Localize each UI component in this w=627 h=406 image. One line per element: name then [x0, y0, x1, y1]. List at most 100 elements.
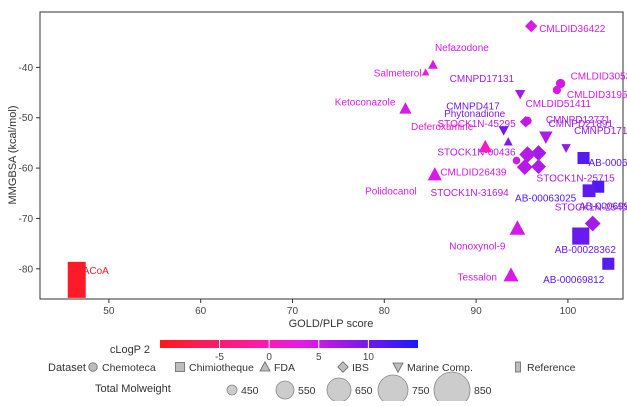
point-label: STOCK1N-31694 — [431, 188, 510, 199]
axis-ticks: 50 60 70 80 90 100 -40 -50 -60 -70 -80 — [19, 63, 577, 317]
dataset-legend-label: FDA — [274, 362, 295, 374]
size-legend-label: 650 — [355, 385, 373, 397]
colorbar-tick-label: 10 — [363, 352, 375, 363]
dataset-legend-item: Reference — [515, 361, 576, 374]
size-legend-circle — [377, 374, 409, 406]
data-point — [516, 159, 533, 175]
data-point — [531, 159, 546, 175]
data-point — [561, 144, 571, 153]
size-legend-circle — [226, 384, 238, 396]
dataset-legend-label: IBS — [352, 362, 369, 374]
y-tick-label: -60 — [19, 164, 34, 175]
x-tick-label: 60 — [195, 306, 207, 317]
size-legend-item: 650 — [326, 377, 373, 403]
dataset-legend-item: FDA — [259, 360, 295, 374]
point-label: STOCK1N-25715 — [537, 174, 616, 185]
point-label: Nefazodone — [435, 43, 489, 54]
size-legend-label: 750 — [412, 385, 430, 397]
point-label: CMLDID26439 — [440, 168, 507, 179]
legend-marker — [337, 361, 349, 373]
size-legend-circle — [275, 380, 295, 400]
size-legend-item: 550 — [275, 380, 316, 400]
size-legend-circle — [326, 377, 352, 403]
size-legend-circle — [433, 371, 471, 406]
size-legend-item: 750 — [377, 374, 430, 406]
data-point — [498, 126, 509, 136]
data-point — [519, 146, 536, 163]
data-point — [427, 167, 442, 181]
data-point — [524, 19, 538, 33]
colorbar-tick-label: 5 — [316, 352, 322, 363]
data-point — [399, 102, 412, 114]
dataset-legend-item: Marine Comp. — [392, 362, 473, 374]
data-point — [478, 139, 492, 153]
point-label: CMNPD12771 — [546, 115, 611, 126]
point-label: AB-00028362 — [555, 245, 617, 256]
size-legend-title: Total Molweight — [95, 383, 171, 395]
y-tick-label: -70 — [19, 214, 34, 225]
dataset-legend-label: Marine Comp. — [407, 362, 473, 374]
point-label: Nonoxynol-9 — [449, 242, 506, 253]
dataset-legend: Chemoteca Chimiotheque FDA IBS Marine Comp. R… — [88, 360, 576, 374]
data-point — [577, 151, 590, 165]
point-label: CMLDID36422 — [539, 24, 606, 35]
data-point — [421, 68, 430, 76]
legend-reference-marker — [515, 361, 521, 373]
point-label: AB-00069812 — [543, 275, 605, 286]
x-tick-label: 90 — [471, 306, 483, 317]
point-label: STOCK1N-00436 — [437, 147, 516, 158]
data-point — [503, 137, 513, 146]
point-label: CMNPD17128 — [574, 126, 627, 137]
point-labels: CMLDID36422 Nefazodone Salmeterol CMLDID305… — [83, 24, 627, 286]
point-label: CMNPD417 — [446, 101, 500, 112]
colorbar-title: cLogP 2 — [110, 344, 150, 356]
x-tick-label: 80 — [379, 306, 391, 317]
data-point — [509, 220, 526, 235]
x-tick-label: 50 — [103, 306, 115, 317]
data-point — [519, 115, 532, 128]
data-point — [428, 59, 438, 69]
dataset-legend-label: Reference — [527, 362, 576, 374]
x-tick-label: 100 — [560, 306, 577, 317]
data-point — [584, 215, 601, 232]
data-point — [552, 85, 562, 95]
colorbar-ticks: -5 0 5 10 — [215, 340, 374, 363]
data-point — [515, 89, 526, 100]
dataset-legend-label: Chemoteca — [102, 362, 156, 374]
dataset-legend-item: IBS — [337, 361, 369, 374]
point-label: CMNPD21891 — [549, 119, 614, 130]
point-label: AB-00063025 — [515, 194, 577, 205]
size-legend-label: 850 — [474, 385, 492, 397]
point-label: ACoA — [83, 266, 109, 277]
data-point — [530, 145, 547, 161]
size-legend-item: 450 — [226, 384, 259, 397]
legend-marker — [88, 362, 98, 372]
data-points — [67, 19, 615, 298]
point-label: Tessalon — [458, 272, 497, 283]
data-point — [512, 156, 521, 165]
dataset-legend-title: Dataset — [48, 362, 86, 374]
point-label: STOCK1N-25409 — [555, 202, 627, 213]
data-point — [503, 267, 519, 282]
point-label: CMLDID51411 — [526, 99, 592, 110]
point-label: Polidocanol — [365, 187, 417, 198]
legend-marker — [392, 362, 404, 374]
plot-area-frame — [39, 11, 624, 300]
point-label: Ketoconazole — [335, 98, 396, 109]
point-label: CMNPD17131 — [450, 74, 515, 85]
data-point — [582, 184, 596, 198]
data-point — [602, 257, 615, 270]
dataset-legend-item: Chimiotheque — [175, 362, 254, 374]
x-tick-label: 70 — [287, 306, 299, 317]
size-legend-label: 550 — [298, 385, 316, 397]
point-label: AB-00069855 — [589, 158, 627, 169]
colorbar — [160, 340, 418, 348]
data-point — [555, 78, 566, 89]
colorbar-tick-label: -5 — [215, 352, 224, 363]
colorbar-tick-label: 0 — [266, 352, 272, 363]
size-legend-label: 450 — [241, 385, 259, 397]
point-label: CMLDID30539 — [571, 71, 627, 82]
point-label: Salmeterol — [374, 68, 422, 79]
